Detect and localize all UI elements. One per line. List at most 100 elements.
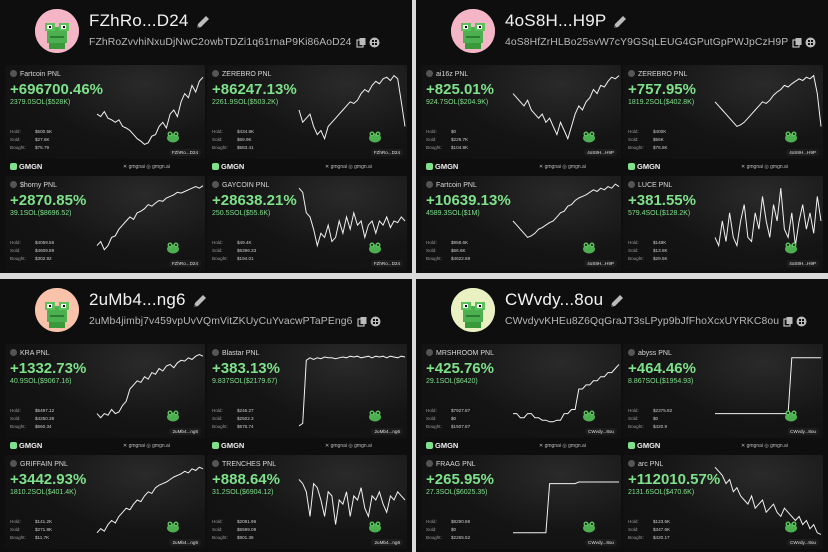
social-x[interactable]: gmgnai xyxy=(746,164,763,170)
avatar[interactable] xyxy=(451,9,495,53)
pnl-card[interactable]: ZEREBRO PNL +757.95% 1819.2SOL($402.8K) Hol… xyxy=(623,65,823,159)
hold-label: Hold: xyxy=(212,408,223,413)
pnl-card[interactable]: TRENCHES PNL +888.64% 31.2SOL($6904.12) Hol… xyxy=(207,455,407,549)
pnl-percent: +3442.93% xyxy=(10,471,87,488)
social-x[interactable]: gmgnai xyxy=(330,164,347,170)
hold-label: Hold: xyxy=(628,519,639,524)
hold-label: Hold: xyxy=(10,240,21,245)
pnl-percent: +2870.85% xyxy=(10,192,87,209)
social-web[interactable]: gmgn.ai xyxy=(770,443,788,449)
sold-value: $66.6K xyxy=(451,248,466,253)
bought-value: $75.79 xyxy=(35,145,50,150)
edit-icon[interactable] xyxy=(192,293,208,309)
bought-label: Bought: xyxy=(628,424,644,429)
pnl-sol: 39.1SOL($8696.52) xyxy=(10,210,72,217)
social-x[interactable]: gmgnai xyxy=(544,164,561,170)
pnl-card[interactable]: KRA PNL +1332.73% 40.9SOL($9067.16) Hold: $5… xyxy=(5,344,205,438)
qr-icon[interactable] xyxy=(796,316,807,327)
price-line xyxy=(512,183,620,239)
social-web[interactable]: gmgn.ai xyxy=(152,164,170,170)
edit-icon[interactable] xyxy=(195,14,211,30)
pnl-sol: 2379.0SOL($528K) xyxy=(10,99,71,106)
edit-icon[interactable] xyxy=(609,293,625,309)
hold-label: Hold: xyxy=(426,519,437,524)
pnl-label: PNL xyxy=(463,182,477,189)
gmgn-logo-icon xyxy=(628,442,635,449)
pnl-card[interactable]: GAYCOIN PNL +28638.21% 250.5SOL($55.6K) Hol… xyxy=(207,176,407,270)
social-web[interactable]: gmgn.ai xyxy=(568,164,586,170)
card-background xyxy=(623,65,823,159)
card-background xyxy=(207,455,407,549)
wallet-address: 4oS8HfZrHLBo25svW7cY9GSqLEUG4GPutGpPWJpC… xyxy=(505,37,789,48)
social-x[interactable]: gmgnai xyxy=(746,443,763,449)
token-name: $horny xyxy=(20,182,42,189)
avatar[interactable] xyxy=(451,288,495,332)
card-title: abyss PNL xyxy=(628,349,672,357)
frog-mascot-icon xyxy=(167,410,179,422)
gmgn-brand-text: GMGN xyxy=(435,441,459,450)
sold-label: Sold: xyxy=(426,248,437,253)
pnl-sol: 8.867SOL($1954.93) xyxy=(628,378,694,385)
avatar[interactable] xyxy=(35,9,79,53)
pnl-card[interactable]: FRAAG PNL +265.95% 27.3SOL($6025.35) Hold: $… xyxy=(421,455,621,549)
pnl-percent: +86247.13% xyxy=(212,81,297,98)
social-x[interactable]: gmgnai xyxy=(330,443,347,449)
edit-icon[interactable] xyxy=(612,14,628,30)
social-x[interactable]: gmgnai xyxy=(544,443,561,449)
copy-icon[interactable] xyxy=(356,316,368,327)
pnl-sol: 924.7SOL($204.9K) xyxy=(426,99,489,106)
pnl-cards: MRSHROOM PNL +425.76% 29.1SOL($6420) Hold: $… xyxy=(416,341,828,552)
pnl-card[interactable]: arc PNL +112010.57% 2131.6SOL($470.6K) Hold… xyxy=(623,455,823,549)
qr-icon[interactable] xyxy=(805,37,816,48)
social-x[interactable]: gmgnai xyxy=(128,164,145,170)
card-background xyxy=(5,455,205,549)
copy-icon[interactable] xyxy=(792,37,803,48)
social-web[interactable]: gmgn.ai xyxy=(770,164,788,170)
bought-label: Bought: xyxy=(426,256,442,261)
token-icon xyxy=(628,181,635,188)
card-title: ZEREBRO PNL xyxy=(212,70,271,78)
pnl-card[interactable]: Fartcoin PNL +696700.46% 2379.0SOL($528K) H… xyxy=(5,65,205,159)
pnl-card[interactable]: MRSHROOM PNL +425.76% 29.1SOL($6420) Hold: $… xyxy=(421,344,621,438)
price-chart xyxy=(96,185,204,251)
social-web[interactable]: gmgn.ai xyxy=(568,443,586,449)
hold-label: Hold: xyxy=(426,408,437,413)
bought-label: Bought: xyxy=(628,256,644,261)
token-icon xyxy=(426,349,433,356)
sold-value: $0 xyxy=(451,416,457,421)
card-title: Blastar PNL xyxy=(212,349,259,357)
brand-bar: GMGN ✕ gmgnai ◎ gmgn.ai xyxy=(623,161,823,175)
pnl-card[interactable]: Fartcoin PNL +10639.13% 4589.3SOL($1M) Hold… xyxy=(421,176,621,270)
token-icon xyxy=(628,70,635,77)
card-background xyxy=(5,344,205,438)
pnl-card[interactable]: ZEREBRO PNL +86247.13% 2261.9SOL($503.2K) H… xyxy=(207,65,407,159)
brand-bar: GMGN ✕ gmgnai ◎ gmgn.ai xyxy=(421,440,621,454)
gmgn-brand-text: GMGN xyxy=(221,162,245,171)
social-web[interactable]: gmgn.ai xyxy=(354,164,372,170)
social-x[interactable]: gmgnai xyxy=(128,443,145,449)
avatar[interactable] xyxy=(35,288,79,332)
qr-icon[interactable] xyxy=(370,316,381,327)
pnl-card[interactable]: ai16z PNL +825.01% 924.7SOL($204.9K) Hold: $… xyxy=(421,65,621,159)
pnl-card[interactable]: GRIFFAIN PNL +3442.93% 1810.2SOL($401.4K) H… xyxy=(5,455,205,549)
token-icon xyxy=(628,460,635,467)
copy-icon[interactable] xyxy=(783,316,794,327)
social-web[interactable]: gmgn.ai xyxy=(152,443,170,449)
social-web[interactable]: gmgn.ai xyxy=(354,443,372,449)
hold-value: $141.2K xyxy=(35,519,53,524)
copy-icon[interactable] xyxy=(355,37,367,48)
price-chart xyxy=(96,466,204,534)
pnl-card[interactable]: $horny PNL +2870.85% 39.1SOL($8696.52) Hold… xyxy=(5,176,205,270)
token-name: MRSHROOM xyxy=(436,350,479,357)
pnl-card[interactable]: LUCE PNL +381.55% 579.4SOL($128.2K) Hold: $1… xyxy=(623,176,823,270)
pnl-card[interactable]: Blastar PNL +383.13% 9.837SOL($2179.67) Hol… xyxy=(207,344,407,438)
qr-icon[interactable] xyxy=(369,37,380,48)
social-links: ✕ gmgnai ◎ gmgn.ai xyxy=(539,164,586,170)
bought-value: $4622.69 xyxy=(451,256,471,261)
pnl-card[interactable]: abyss PNL +464.46% 8.867SOL($1954.93) Hold:… xyxy=(623,344,823,438)
price-chart xyxy=(512,183,620,239)
hold-value: $0 xyxy=(451,129,457,134)
bought-label: Bought: xyxy=(212,256,228,261)
bought-value: $76.8K xyxy=(653,145,668,150)
bought-label: Bought: xyxy=(426,535,442,540)
